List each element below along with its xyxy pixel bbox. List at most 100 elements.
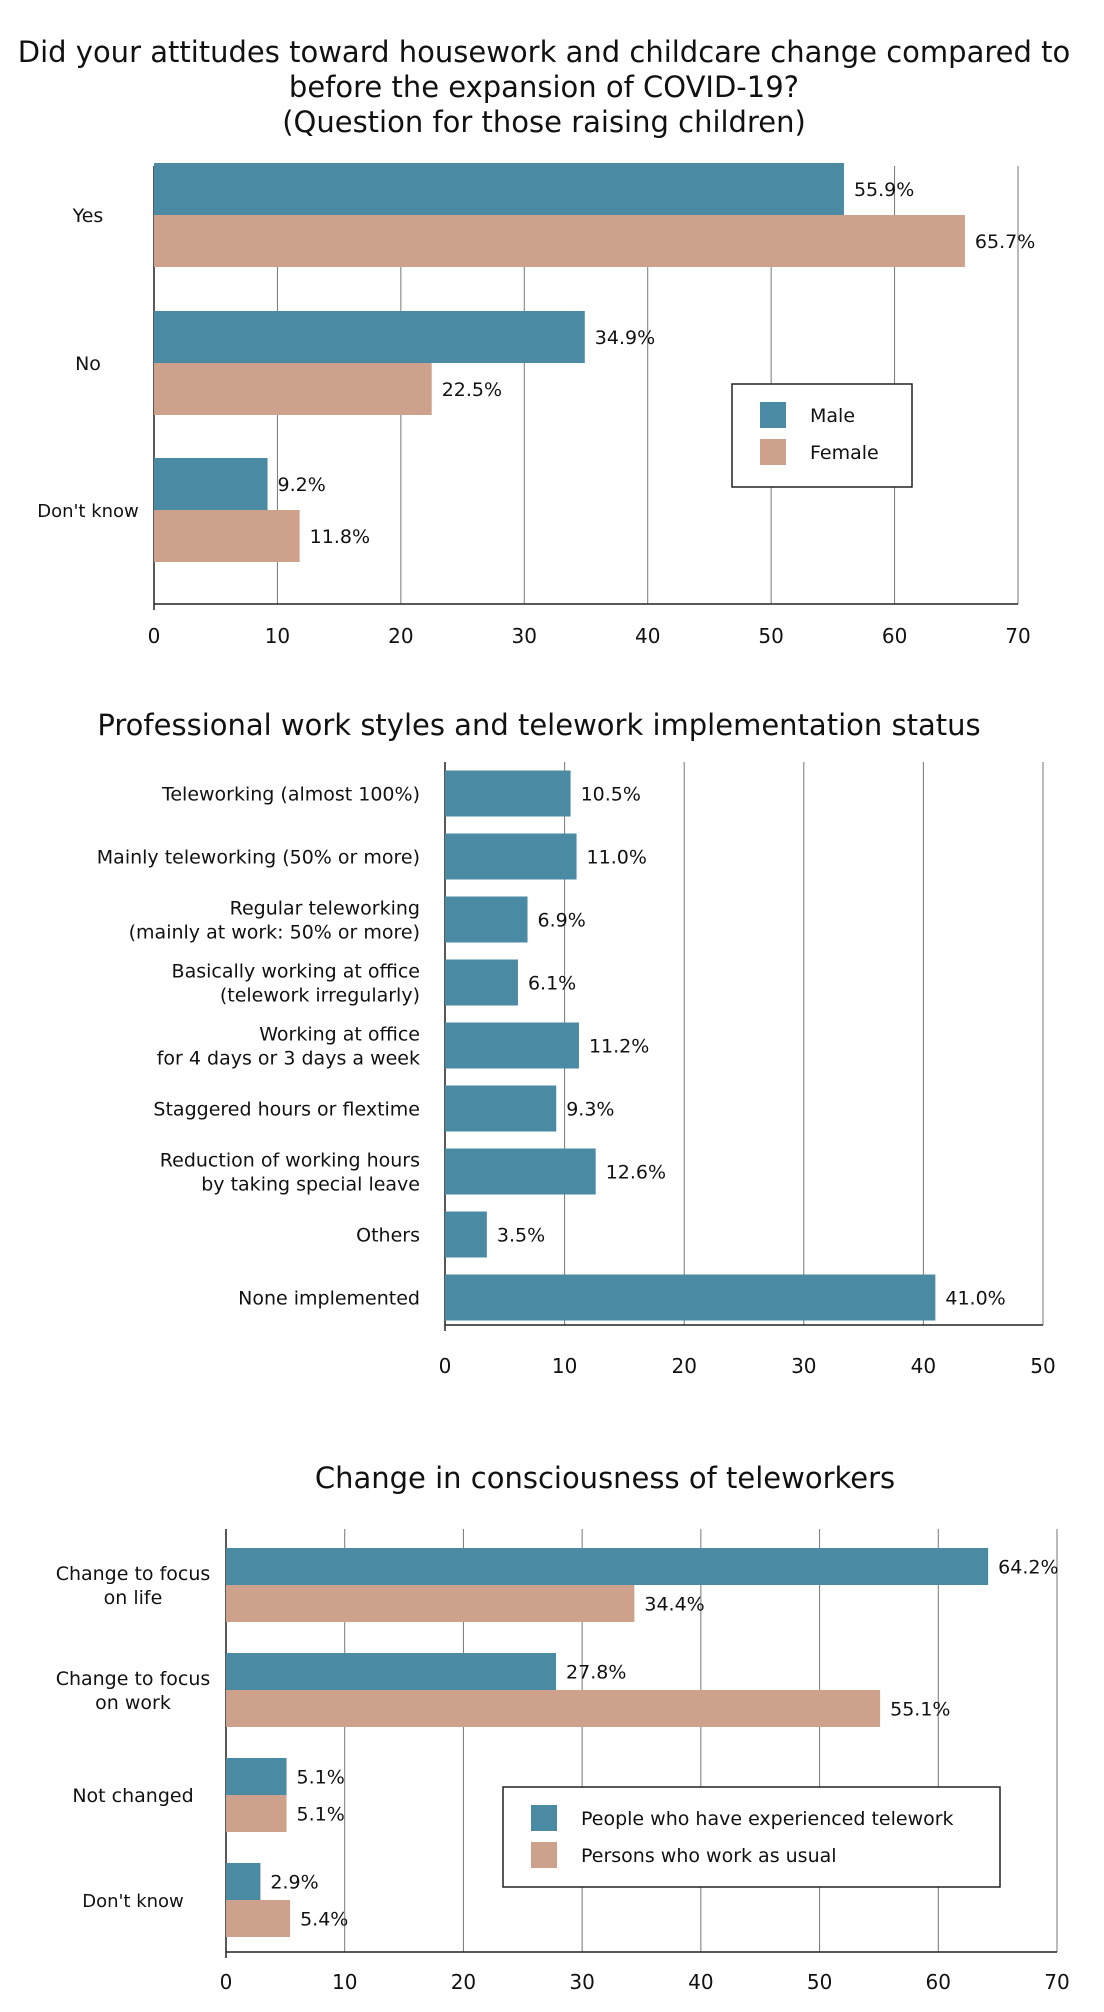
x-tick-label: 0 — [439, 1354, 452, 1378]
bar-series-a — [445, 1274, 936, 1321]
data-label: 9.2% — [278, 474, 326, 496]
data-label: 55.9% — [854, 179, 914, 201]
category-label: (mainly at work: 50% or more) — [129, 922, 420, 944]
data-label: 6.9% — [538, 910, 586, 932]
data-label: 65.7% — [975, 231, 1035, 253]
bar-series-a — [154, 311, 585, 363]
chart-title: (Question for those raising children) — [282, 105, 806, 139]
x-tick-label: 30 — [569, 1970, 594, 1994]
chart-title: before the expansion of COVID-19? — [289, 70, 799, 104]
x-tick-label: 70 — [1005, 624, 1030, 648]
bar-series-a — [154, 163, 844, 215]
x-tick-label: 40 — [911, 1354, 936, 1378]
x-tick-label: 50 — [807, 1970, 832, 1994]
x-tick-label: 70 — [1044, 1970, 1069, 1994]
legend-swatch — [760, 439, 786, 465]
x-tick-label: 20 — [388, 624, 413, 648]
bar-series-a — [226, 1653, 557, 1690]
data-label: 12.6% — [606, 1162, 666, 1184]
category-label: for 4 days or 3 days a week — [157, 1048, 420, 1070]
bar-series-a — [226, 1548, 989, 1585]
legend-label: Male — [810, 405, 855, 427]
bar-series-b — [154, 510, 300, 562]
category-label: Mainly teleworking (50% or more) — [97, 847, 420, 869]
chart-title: Change in consciousness of teleworkers — [315, 1461, 895, 1495]
bar-series-b — [226, 1585, 635, 1622]
legend-swatch — [531, 1805, 557, 1831]
x-tick-label: 10 — [332, 1970, 357, 1994]
category-label: Yes — [72, 205, 104, 227]
work-styles-chart: Professional work styles and telework im… — [97, 708, 1056, 1378]
bar-series-a — [226, 1863, 261, 1900]
data-label: 41.0% — [945, 1288, 1005, 1310]
legend-box — [502, 1786, 1001, 1888]
bar-series-b — [154, 363, 432, 415]
data-label: 27.8% — [566, 1662, 626, 1684]
bar-series-a — [154, 458, 268, 510]
bar-series-a — [445, 959, 518, 1006]
x-tick-label: 0 — [148, 624, 161, 648]
category-label: None implemented — [238, 1288, 420, 1310]
legend-label: Female — [810, 442, 879, 464]
data-label: 6.1% — [528, 973, 576, 995]
category-label: on work — [95, 1692, 171, 1714]
data-label: 11.8% — [310, 526, 370, 548]
legend-swatch — [760, 402, 786, 428]
category-label: Don't know — [82, 1891, 184, 1912]
bar-series-a — [445, 1211, 487, 1258]
bar-series-a — [445, 896, 528, 943]
bar-series-b — [226, 1690, 881, 1727]
teleworker-consciousness-chart: Change in consciousness of teleworkers 0 1… — [56, 1461, 1070, 1994]
data-label: 5.4% — [300, 1909, 348, 1931]
bar-series-a — [445, 1022, 579, 1069]
data-label: 22.5% — [442, 379, 502, 401]
bar-series-b — [154, 215, 965, 267]
x-tick-label: 50 — [758, 624, 783, 648]
category-label: Change to focus — [56, 1563, 211, 1585]
housework-attitude-chart: Did your attitudes toward housework and … — [18, 35, 1070, 648]
legend-swatch — [531, 1842, 557, 1868]
x-tick-label: 30 — [791, 1354, 816, 1378]
data-label: 34.9% — [595, 327, 655, 349]
data-label: 55.1% — [890, 1699, 950, 1721]
legend-label: Persons who work as usual — [581, 1845, 837, 1867]
x-tick-label: 60 — [926, 1970, 951, 1994]
category-label: on life — [104, 1587, 163, 1609]
bar-series-b — [226, 1795, 287, 1832]
chart-title: Professional work styles and telework im… — [97, 708, 980, 742]
category-label: Reduction of working hours — [160, 1150, 420, 1172]
bar-series-a — [445, 1148, 596, 1195]
data-label: 3.5% — [497, 1225, 545, 1247]
category-label: Teleworking (almost 100%) — [161, 784, 420, 806]
legend-box — [731, 383, 913, 488]
category-label: No — [75, 353, 101, 375]
bar-series-a — [226, 1758, 287, 1795]
data-label: 64.2% — [998, 1557, 1058, 1579]
data-label: 5.1% — [297, 1804, 345, 1826]
data-label: 2.9% — [270, 1872, 318, 1894]
category-label: Regular teleworking — [230, 898, 420, 920]
x-tick-label: 10 — [265, 624, 290, 648]
data-label: 11.0% — [587, 847, 647, 869]
chart-title: Did your attitudes toward housework and … — [18, 35, 1070, 69]
x-tick-label: 10 — [552, 1354, 577, 1378]
legend-label: People who have experienced telework — [581, 1808, 954, 1830]
x-tick-label: 40 — [688, 1970, 713, 1994]
bar-series-a — [445, 1085, 557, 1132]
category-label: Others — [356, 1225, 420, 1247]
category-label: Working at office — [259, 1024, 420, 1046]
x-tick-label: 0 — [220, 1970, 233, 1994]
category-label: Not changed — [72, 1785, 193, 1807]
data-label: 5.1% — [297, 1767, 345, 1789]
category-label: (telework irregularly) — [220, 985, 420, 1007]
x-tick-label: 60 — [882, 624, 907, 648]
category-label: Staggered hours or flextime — [153, 1099, 420, 1121]
category-label: by taking special leave — [201, 1174, 420, 1196]
category-label: Don't know — [37, 501, 139, 522]
bar-series-a — [445, 833, 577, 880]
bar-series-b — [226, 1900, 291, 1937]
data-label: 9.3% — [566, 1099, 614, 1121]
x-tick-label: 20 — [451, 1970, 476, 1994]
x-tick-label: 20 — [671, 1354, 696, 1378]
